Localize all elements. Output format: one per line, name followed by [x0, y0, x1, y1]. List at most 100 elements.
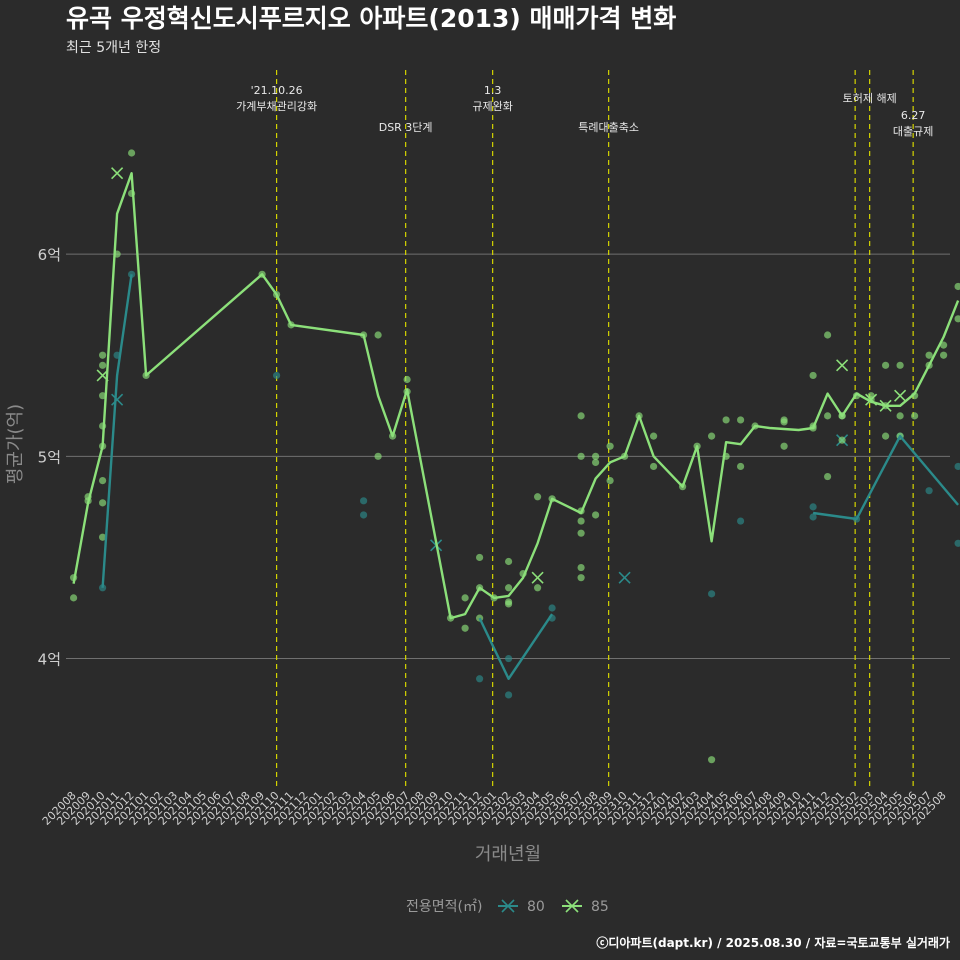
series-85-point	[374, 452, 382, 460]
series-85-point	[737, 462, 745, 471]
legend-keys: 80 85	[498, 899, 609, 915]
series-80-point	[505, 691, 513, 699]
series-80-point	[708, 590, 716, 598]
series-85-point	[838, 436, 846, 444]
series-85-point	[577, 517, 585, 525]
series-85-cross	[531, 571, 544, 584]
series-85-point	[911, 412, 919, 420]
series-85-point	[824, 331, 832, 339]
series-80-point	[954, 539, 960, 547]
series-85-point	[534, 584, 542, 592]
series-85-point	[128, 149, 136, 157]
series-85-point	[70, 594, 78, 602]
series-85-cross	[894, 389, 907, 402]
event-label-2-0: 1.3	[484, 84, 502, 97]
series-80-line-1	[478, 613, 554, 680]
series-80-point	[505, 654, 513, 663]
y-tick-4: 4억	[38, 651, 61, 669]
series-80-point	[954, 462, 960, 471]
series-85-point	[403, 375, 411, 384]
x-axis-label: 거래년월	[475, 844, 541, 865]
legend: 전용면적(㎡) 80 85	[406, 899, 609, 915]
chart-title: 유곡 우정혁신도시푸르지오 아파트(2013) 매매가격 변화	[66, 4, 676, 33]
series-80-line-0	[101, 274, 133, 588]
series-85-point	[780, 418, 788, 426]
y-tick-6: 6억	[38, 246, 61, 264]
series-80-line-2	[812, 434, 960, 521]
series-85-point	[505, 584, 513, 592]
y-axis-label: 평균가(억)	[5, 404, 26, 484]
series-85-cross	[111, 167, 124, 180]
series-80-point	[548, 604, 556, 612]
series-85-point	[940, 341, 948, 349]
series-80-point	[476, 675, 484, 683]
series-85-point	[896, 412, 904, 420]
source-caption: ⓒ디아파트(dapt.kr) / 2025.08.30 / 자료=국토교통부 실…	[596, 935, 950, 950]
series-85-point	[606, 442, 614, 450]
series-80-point	[925, 487, 933, 495]
event-label-0-1: 가계부채관리강화	[236, 100, 317, 113]
series-80-cross	[618, 571, 631, 584]
series-85-point	[592, 458, 600, 466]
legend-label-85: 85	[591, 899, 609, 915]
legend-label-80: 80	[527, 899, 545, 915]
series-85-point	[577, 529, 585, 537]
series-layer	[70, 149, 960, 764]
series-85-point	[606, 477, 614, 485]
event-label-6-1: 대출규제	[893, 125, 933, 138]
series-80-point	[737, 517, 745, 525]
series-80-point	[360, 511, 368, 519]
series-85-point	[577, 574, 585, 582]
series-85-point	[954, 282, 960, 291]
series-85-point	[722, 416, 730, 424]
legend-key-85-cross	[565, 899, 579, 913]
legend-title: 전용면적(㎡)	[406, 899, 482, 915]
series-85-point	[374, 331, 382, 339]
series-85-point	[940, 351, 948, 359]
series-85-point	[577, 412, 585, 420]
series-85-point	[577, 452, 585, 460]
series-85-point	[882, 432, 890, 440]
series-85-point	[99, 361, 107, 369]
event-label-6-0: 6.27	[901, 109, 926, 122]
event-label-5-0: 토허제 해제	[843, 91, 897, 105]
series-85-point	[461, 624, 469, 632]
event-lines	[276, 70, 914, 790]
series-85-point	[461, 594, 469, 602]
series-85-point	[592, 511, 600, 519]
event-label-1-0: DSR 3단계	[379, 121, 433, 134]
event-label-0-0: '21.10.26	[251, 84, 303, 97]
series-85-point	[708, 432, 716, 440]
series-85-point	[650, 462, 658, 471]
series-85-point	[650, 432, 658, 440]
series-85-point	[824, 472, 832, 481]
legend-key-80-cross	[501, 899, 515, 913]
series-85-cross	[836, 359, 849, 372]
event-label-2-1: 규제완화	[472, 100, 512, 113]
series-85-point	[99, 392, 107, 400]
series-85-point	[896, 361, 904, 369]
event-label-3-0: 특례대출축소	[578, 121, 639, 134]
series-85-point	[708, 756, 716, 764]
series-85-point	[809, 371, 817, 380]
series-85-point	[476, 553, 484, 562]
series-85-point	[99, 351, 107, 359]
series-85-point	[577, 563, 585, 572]
series-80-cross	[111, 393, 124, 406]
series-85-point	[954, 315, 960, 323]
series-85-point	[534, 493, 542, 501]
series-85-point	[505, 557, 513, 566]
series-80-point	[360, 497, 368, 505]
y-tick-5: 5억	[38, 448, 61, 466]
series-85-point	[824, 412, 832, 420]
x-tick-labels: 2020082020092020102020112020122021012021…	[40, 789, 949, 828]
series-85-point	[882, 361, 890, 369]
series-85-point	[99, 533, 107, 541]
series-85-line-0	[72, 172, 960, 620]
series-80-point	[809, 503, 817, 511]
series-85-point	[925, 351, 933, 359]
series-85-point	[505, 600, 513, 608]
